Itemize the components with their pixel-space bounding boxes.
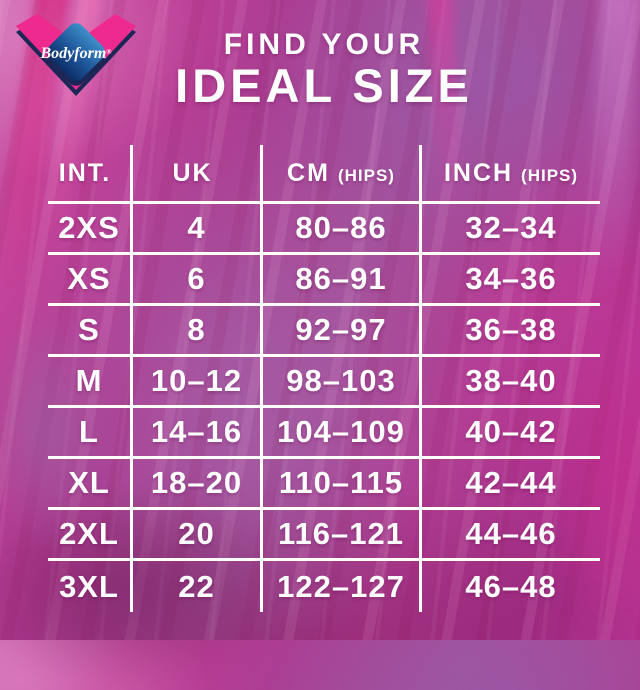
column-header-uk: UK	[133, 145, 263, 204]
header-label: INCH	[443, 158, 514, 187]
title-line-1: FIND YOUR	[223, 28, 425, 61]
table-cell: 18–20	[133, 459, 263, 510]
table-cell: 98–103	[263, 357, 422, 408]
table-cell: 46–48	[465, 568, 557, 604]
table-cell: L	[48, 408, 133, 459]
table-cell: 92–97	[263, 306, 422, 357]
table-cell: 44–46	[422, 510, 600, 561]
table-cell: 32–34	[422, 204, 600, 255]
size-table: INT. UK CM (HIPS) INCH (HIPS) 2XS 4 80–86 …	[48, 145, 600, 612]
table-cell: 8	[133, 306, 263, 357]
bodyform-logo: Bodyform®	[16, 14, 136, 96]
table-cell: 38–40	[422, 357, 600, 408]
page-title: FIND YOUR IDEAL SIZE	[134, 28, 514, 110]
header-sub-label: (HIPS)	[521, 166, 579, 185]
table-cell: XL	[48, 459, 133, 510]
table-cell: 20	[133, 510, 263, 561]
table-cell: 122–127	[263, 561, 422, 612]
table-cell: XS	[48, 255, 133, 306]
page: Bodyform® FIND YOUR IDEAL SIZE INT. UK C…	[16, 14, 600, 612]
table-cell: 2XL	[48, 510, 133, 561]
table-cell: 3XL	[48, 561, 133, 612]
header-sub-label: (HIPS)	[337, 166, 395, 185]
table-cell: S	[48, 306, 133, 357]
table-cell: 14–16	[133, 408, 263, 459]
table-cell: 40–42	[422, 408, 600, 459]
column-header-inch: INCH (HIPS)	[422, 145, 600, 204]
title-line-2: IDEAL SIZE	[175, 59, 473, 112]
table-cell: 34–36	[422, 255, 600, 306]
table-cell: 110–115	[263, 459, 422, 510]
table-cell: 36–38	[422, 306, 600, 357]
header-label: UK	[172, 158, 213, 187]
logo-wordmark: Bodyform®	[39, 45, 112, 62]
table-cell: M	[48, 357, 133, 408]
header-label: INT.	[58, 158, 112, 187]
table-cell: 104–109	[263, 408, 422, 459]
table-cell: 2XS	[48, 204, 133, 255]
table-cell: 6	[133, 255, 263, 306]
table-cell: 86–91	[263, 255, 422, 306]
table-cell: 80–86	[263, 204, 422, 255]
table-cell: 10–12	[133, 357, 263, 408]
column-header-cm: CM (HIPS)	[263, 145, 422, 204]
column-header-int: INT.	[48, 145, 133, 204]
header-label: CM	[287, 158, 330, 187]
table-cell: 42–44	[422, 459, 600, 510]
table-cell: 116–121	[263, 510, 422, 561]
table-cell: 4	[133, 204, 263, 255]
table-cell: 22	[133, 561, 263, 612]
